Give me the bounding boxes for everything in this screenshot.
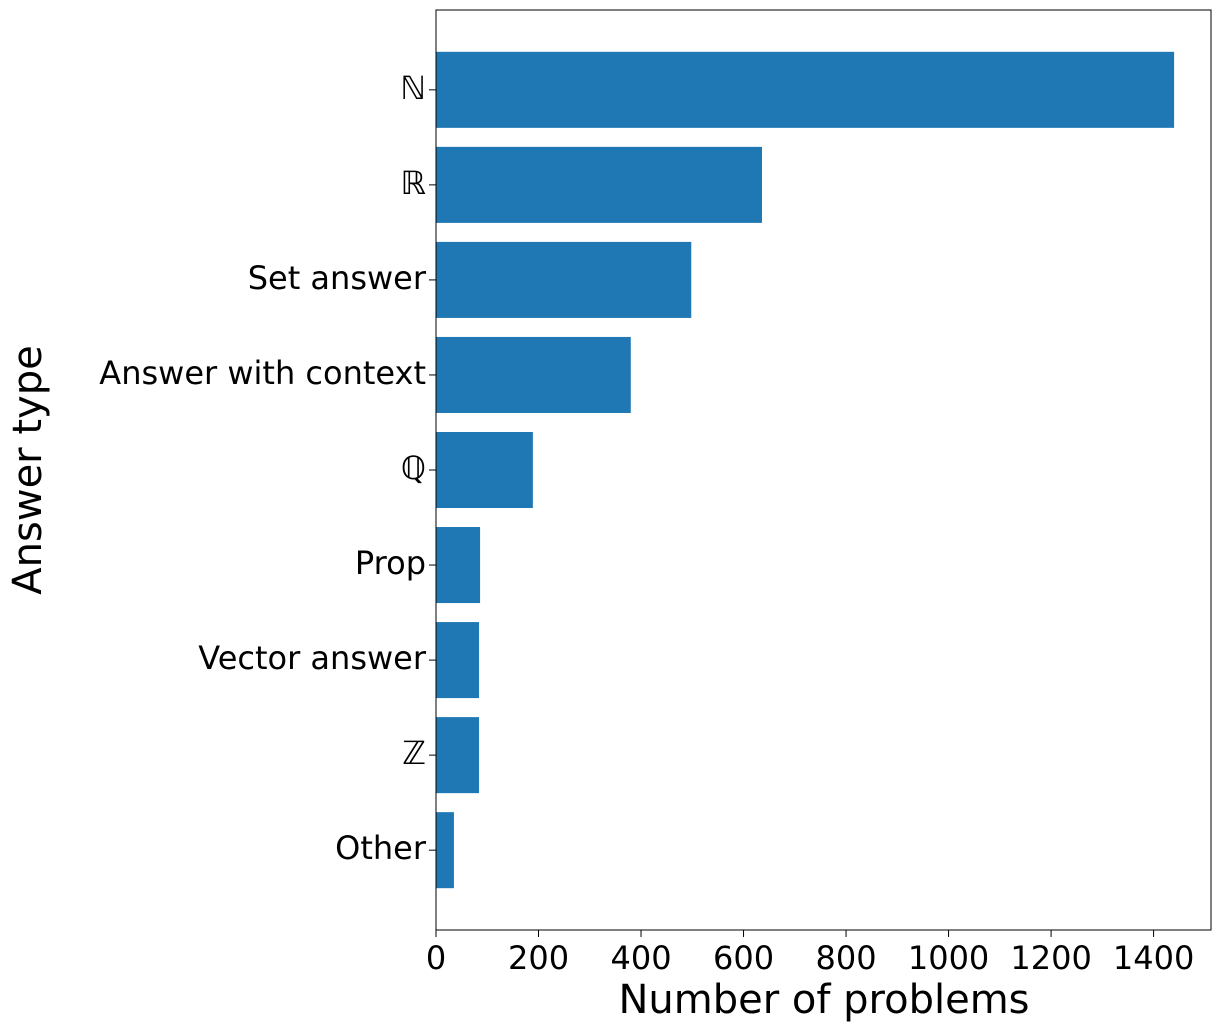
x-tick-label: 1000	[908, 939, 989, 977]
bar	[436, 717, 480, 794]
x-tick-label: 200	[508, 939, 569, 977]
bar	[436, 146, 762, 223]
x-tick-label: 1400	[1113, 939, 1194, 977]
bar	[436, 51, 1175, 128]
y-tick-label: ℚ	[401, 449, 426, 487]
x-tick-label: 800	[816, 939, 877, 977]
bar	[436, 241, 692, 318]
x-axis-title: Number of problems	[618, 977, 1029, 1023]
bar	[436, 336, 631, 413]
plot-frame	[435, 9, 1212, 931]
x-tick-label: 400	[610, 939, 671, 977]
bar	[436, 527, 481, 604]
x-tick-label: 1200	[1010, 939, 1091, 977]
bar	[436, 812, 454, 889]
y-tick-label: ℕ	[400, 69, 426, 107]
y-axis-title: Answer type	[5, 345, 51, 594]
y-tick-label: Answer with context	[99, 354, 426, 392]
y-tick-label: Other	[335, 829, 427, 867]
x-tick-label: 0	[426, 939, 446, 977]
bar	[436, 622, 480, 699]
y-tick-label: Vector answer	[198, 639, 427, 677]
y-tick-label: ℤ	[402, 734, 426, 772]
y-tick-label: Prop	[355, 544, 426, 582]
y-tick-label: Set answer	[248, 259, 427, 297]
x-tick-label: 600	[713, 939, 774, 977]
bar	[436, 431, 533, 509]
y-tick-label: ℝ	[401, 164, 426, 202]
